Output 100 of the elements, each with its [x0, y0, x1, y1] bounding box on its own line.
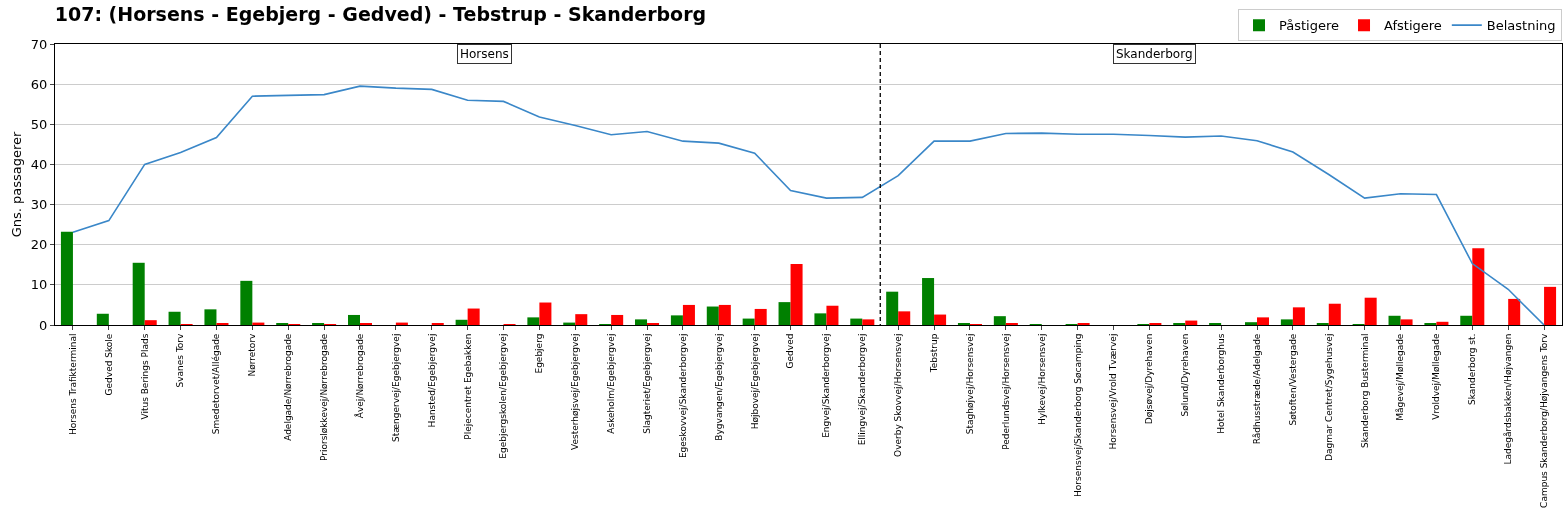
bar: [144, 320, 157, 325]
bar: [742, 318, 755, 325]
x-tick-label: Gedved: [785, 333, 796, 369]
x-tick-label: Hotel Skanderborghus: [1216, 333, 1227, 434]
x-tick-label: Overby Skovvej/Horsensvej: [893, 333, 904, 457]
x-tick-label: Sølund/Dyrehaven: [1180, 333, 1191, 417]
x-tick-label: Døjsøvej/Dyrehaven: [1144, 333, 1155, 425]
bar: [60, 231, 73, 325]
bar: [467, 308, 480, 325]
x-tick-label: Egebjerg: [534, 333, 545, 374]
bar: [204, 309, 217, 325]
bar: [132, 262, 145, 325]
bar: [1280, 319, 1293, 325]
bar: [898, 311, 911, 325]
bar: [575, 314, 588, 325]
x-tick-label: Dagmar Centret/Sygehusvej: [1323, 333, 1334, 462]
x-tick-label: Askeholm/Egebjergvej: [606, 333, 617, 434]
bar: [993, 316, 1006, 325]
bar: [1436, 321, 1449, 325]
x-tick-label: Mågevej/Møllegade: [1395, 333, 1406, 421]
bar: [1424, 322, 1437, 325]
bar: [862, 319, 875, 325]
bar: [1508, 298, 1521, 325]
x-tick-label: Horsens Trafikterminal: [67, 333, 78, 435]
y-tick-label: 30: [30, 197, 48, 213]
x-tick-label: Tebstrup: [929, 333, 940, 374]
y-tick-label: 50: [30, 116, 48, 132]
bar: [706, 306, 719, 325]
bar: [718, 304, 731, 325]
bar: [922, 278, 935, 325]
x-tick-label: Skanderborg st.: [1467, 333, 1478, 405]
bar: [1472, 248, 1485, 325]
bar: [790, 263, 803, 325]
line-series: [72, 85, 1545, 325]
bar: [1460, 315, 1473, 325]
x-tick-label: Gedved Skole: [103, 333, 114, 396]
bar: [1400, 319, 1413, 325]
bar: [611, 314, 624, 325]
x-tick-label: Højbovej/Egebjergvej: [749, 333, 760, 430]
y-tick-label: 60: [30, 76, 48, 92]
x-tick-label: Smedetorvet/Allégade: [211, 333, 222, 435]
x-tick-label: Ladegårdsbakken/Højvangen: [1503, 333, 1514, 465]
y-axis-title: Gns. passagerer: [8, 130, 24, 238]
x-tick-label: Vesterhøjsvej/Egebjergvej: [570, 333, 581, 451]
x-tick-label: Plejecentret Egebakken: [462, 333, 473, 440]
x-tick-label: Egebjergskolen/Egebjergvej: [498, 333, 509, 459]
x-tick-label: Priorsløkkevej/Nørrebrogade: [319, 333, 330, 462]
bar: [1388, 315, 1401, 325]
bar: [347, 314, 360, 325]
bar: [168, 311, 181, 325]
x-tick-label: Åvej/Nørrebrogade: [353, 333, 365, 419]
bar: [1173, 322, 1186, 325]
x-tick-label: Vroldvej/Møllegade: [1431, 333, 1442, 420]
bar: [1364, 297, 1377, 325]
legend-label: Afstigere: [1384, 18, 1442, 34]
y-tick-label: 0: [39, 317, 48, 333]
x-tick-label: Skanderborg Busterminal: [1359, 333, 1370, 449]
x-tick-label: Pederlundsvej/Horsensvej: [1000, 333, 1011, 450]
x-tick-label: Engvej/Skanderborgvej: [821, 333, 832, 438]
x-tick-label: Rådhusstræde/Adelgade: [1251, 333, 1262, 445]
bar: [826, 305, 839, 325]
x-tick-label: Staghøjvej/Horsensvej: [964, 333, 975, 435]
x-tick-label: Horsensvej/Vrold Tværvej: [1108, 333, 1119, 450]
bar: [886, 291, 899, 325]
bar: [1328, 303, 1341, 325]
x-tick-label: Hylkevej/Horsensvej: [1036, 333, 1047, 425]
bar: [934, 314, 947, 325]
bar: [1544, 286, 1557, 325]
bar: [527, 317, 540, 325]
bar: [1185, 320, 1198, 325]
bar: [96, 313, 109, 325]
x-tick-label: Bygvangen/Egebjergvej: [713, 333, 724, 441]
bar: [682, 304, 695, 325]
chart-title: 107: (Horsens - Egebjerg - Gedved) - Tebstrup - Skanderborg: [54, 2, 707, 25]
bar: [1292, 307, 1305, 325]
bar: [1244, 322, 1258, 325]
bar: [635, 319, 648, 325]
x-tick-label: Vitus Berings Plads: [139, 333, 150, 420]
x-tick-label: Stængervej/Egebjergvej: [390, 333, 401, 443]
x-tick-label: Horsensvej/Skanderborg Søcamping: [1072, 333, 1083, 497]
y-tick-label: 70: [30, 36, 48, 52]
y-tick-label: 40: [30, 156, 48, 172]
bar: [240, 280, 253, 325]
x-tick-label: Egeskovvej/Skanderborgvej: [677, 333, 688, 459]
bar: [850, 318, 863, 325]
bar: [670, 315, 683, 325]
x-tick-label: Campus Skanderborg/Højvangens Torv: [1538, 332, 1549, 508]
x-tick-label: Søtoften/Vestergade: [1287, 333, 1298, 426]
bar: [1257, 317, 1270, 325]
x-tick-label: Adelgade/Nørrebrogade: [283, 333, 294, 441]
x-tick-label: Ellingvej/Skanderborgvej: [857, 333, 868, 446]
bar: [455, 319, 468, 325]
x-tick-label: Svanes Torv: [175, 332, 186, 388]
x-tick-label: Slagteriet/Egebjergvej: [641, 333, 652, 434]
legend-label: Belastning: [1486, 18, 1556, 34]
bar: [539, 302, 552, 325]
bar: [814, 313, 827, 325]
bar: [216, 322, 229, 325]
annotation: Skanderborg: [1116, 47, 1193, 61]
bar: [754, 308, 767, 325]
